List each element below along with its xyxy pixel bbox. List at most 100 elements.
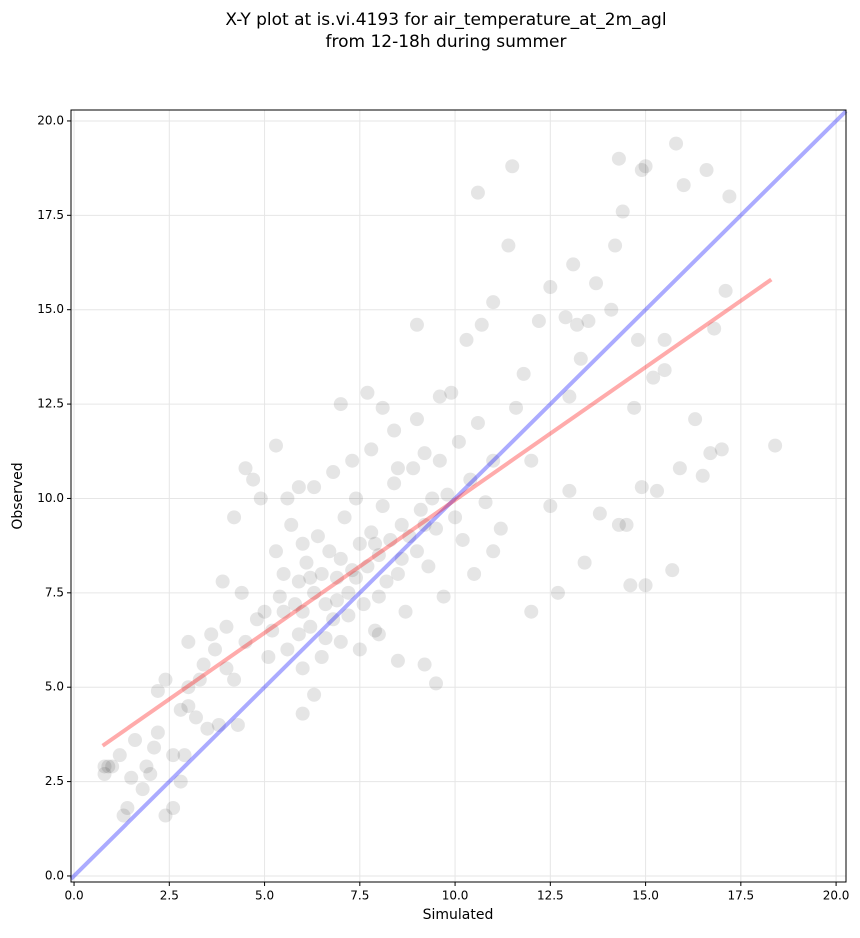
point xyxy=(265,623,280,638)
point xyxy=(524,453,539,468)
point xyxy=(238,634,253,649)
point xyxy=(337,510,352,525)
point xyxy=(398,604,413,619)
point xyxy=(303,570,318,585)
x-tick-label: 12.5 xyxy=(537,889,564,903)
y-tick-label: 5.0 xyxy=(45,680,64,694)
point xyxy=(211,717,226,732)
point xyxy=(581,314,596,329)
point xyxy=(280,642,295,657)
chart-title: X-Y plot at is.vi.4193 for air_temperatu… xyxy=(225,10,666,30)
point xyxy=(166,748,181,763)
point xyxy=(421,559,436,574)
point xyxy=(623,578,638,593)
point xyxy=(333,634,348,649)
point xyxy=(158,672,173,687)
point xyxy=(268,438,283,453)
point xyxy=(470,415,485,430)
x-tick-label: 20.0 xyxy=(823,889,850,903)
y-tick-label: 0.0 xyxy=(45,868,64,882)
point xyxy=(417,657,432,672)
point xyxy=(246,472,261,487)
point xyxy=(368,623,383,638)
point xyxy=(249,612,264,627)
x-axis-label: Simulated xyxy=(423,907,494,923)
point xyxy=(676,178,691,193)
point xyxy=(402,529,417,544)
point xyxy=(177,748,192,763)
point xyxy=(394,551,409,566)
point xyxy=(669,136,684,151)
point xyxy=(413,502,428,517)
point xyxy=(562,389,577,404)
point xyxy=(345,453,360,468)
point xyxy=(371,548,386,563)
point xyxy=(352,642,367,657)
point xyxy=(276,566,291,581)
y-tick-label: 20.0 xyxy=(37,113,64,127)
point xyxy=(333,551,348,566)
point xyxy=(486,295,501,310)
x-tick-label: 15.0 xyxy=(632,889,659,903)
point xyxy=(257,604,272,619)
point xyxy=(200,721,215,736)
point xyxy=(672,461,687,476)
point xyxy=(196,657,211,672)
point xyxy=(459,332,474,347)
x-tick-label: 17.5 xyxy=(727,889,754,903)
point xyxy=(688,412,703,427)
point xyxy=(436,589,451,604)
point xyxy=(291,480,306,495)
point xyxy=(230,717,245,732)
point xyxy=(390,461,405,476)
point xyxy=(703,446,718,461)
point xyxy=(329,570,344,585)
point xyxy=(505,159,520,174)
point xyxy=(341,585,356,600)
point xyxy=(375,499,390,514)
point xyxy=(368,536,383,551)
point xyxy=(181,699,196,714)
point xyxy=(451,434,466,449)
point xyxy=(291,627,306,642)
point xyxy=(364,442,379,457)
point xyxy=(268,544,283,559)
point xyxy=(657,363,672,378)
point xyxy=(444,385,459,400)
point xyxy=(383,532,398,547)
point xyxy=(516,366,531,381)
point xyxy=(364,525,379,540)
point xyxy=(714,442,729,457)
point xyxy=(124,770,139,785)
point xyxy=(116,808,131,823)
point xyxy=(352,536,367,551)
point xyxy=(657,332,672,347)
point xyxy=(295,536,310,551)
point xyxy=(417,446,432,461)
point xyxy=(604,302,619,317)
point xyxy=(318,597,333,612)
point xyxy=(387,476,402,491)
point xyxy=(722,189,737,204)
point xyxy=(97,767,112,782)
point xyxy=(371,589,386,604)
point xyxy=(112,748,127,763)
point xyxy=(768,438,783,453)
point xyxy=(227,672,242,687)
point xyxy=(409,412,424,427)
y-tick-label: 12.5 xyxy=(37,397,64,411)
y-tick-label: 17.5 xyxy=(37,208,64,222)
point xyxy=(371,627,386,642)
point xyxy=(619,517,634,532)
point xyxy=(173,702,188,717)
point xyxy=(379,574,394,589)
point xyxy=(611,151,626,166)
point xyxy=(276,604,291,619)
point xyxy=(120,801,135,816)
point xyxy=(615,204,630,219)
point xyxy=(166,801,181,816)
point xyxy=(550,585,565,600)
point xyxy=(318,631,333,646)
point xyxy=(630,332,645,347)
